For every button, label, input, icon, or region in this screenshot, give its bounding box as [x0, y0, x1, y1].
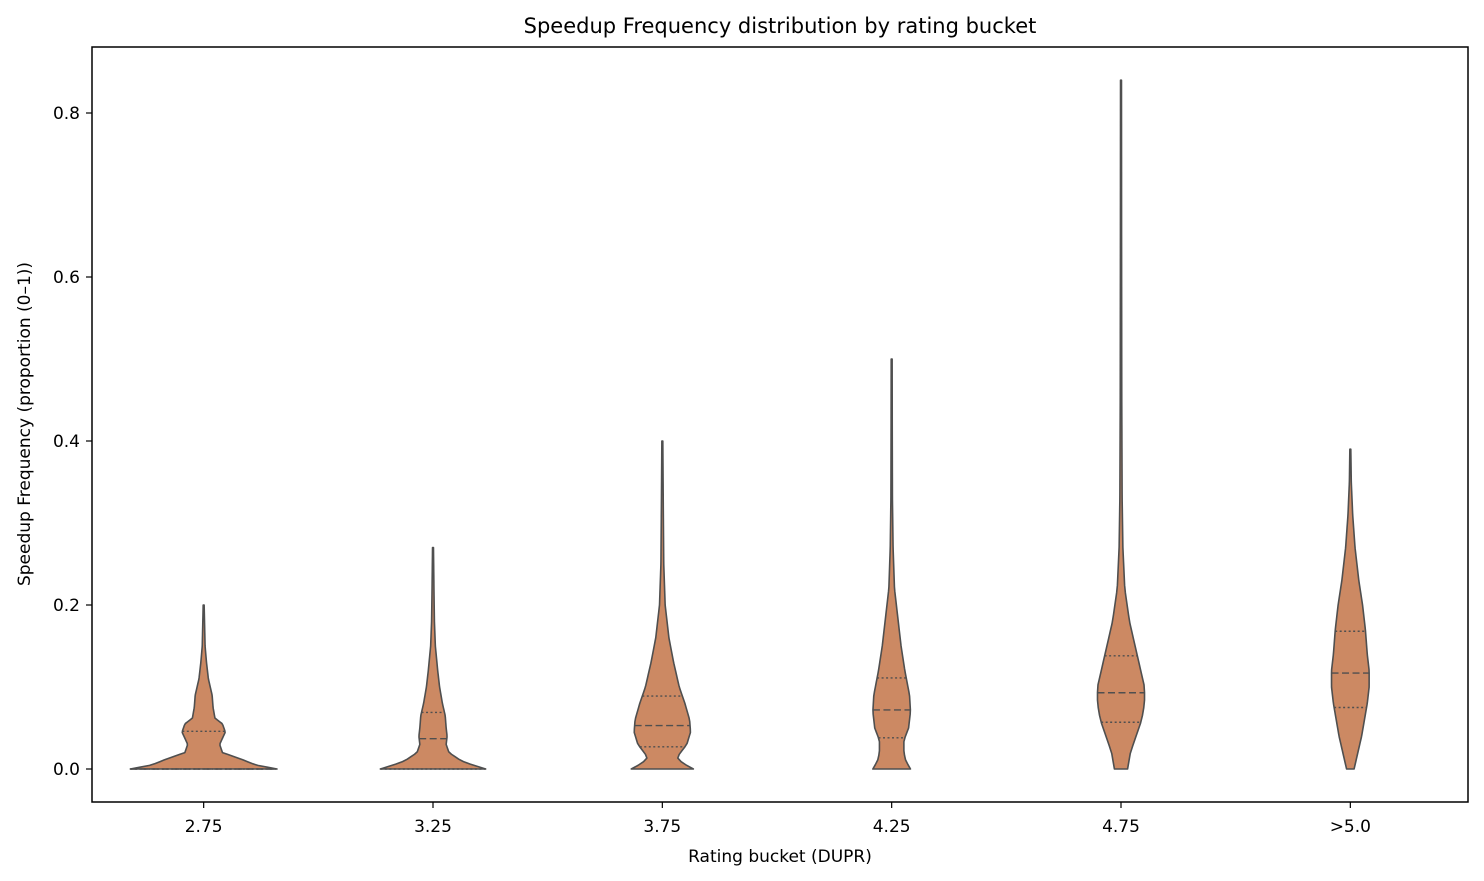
violin-group — [129, 79, 1370, 770]
x-tick-label: 3.75 — [643, 817, 681, 837]
y-tick-label: 0.8 — [53, 104, 80, 124]
y-tick-label: 0.6 — [53, 268, 80, 288]
x-tick-label: 3.25 — [414, 817, 452, 837]
violin-body — [1096, 79, 1146, 770]
x-tick-label: 4.25 — [873, 817, 911, 837]
y-axis: 0.0 0.2 0.4 0.6 0.8 — [53, 104, 92, 780]
violin-body — [872, 358, 912, 770]
chart-title: Speedup Frequency distribution by rating… — [524, 14, 1037, 38]
y-tick-label: 0.4 — [53, 432, 80, 452]
violin-body — [129, 604, 278, 770]
x-tick-label: 2.75 — [185, 817, 223, 837]
y-tick-label: 0.2 — [53, 596, 80, 616]
plot-frame — [91, 46, 1469, 803]
violin-body — [630, 440, 695, 770]
x-axis-label: Rating bucket (DUPR) — [688, 847, 872, 867]
violin-body — [1330, 448, 1370, 770]
y-tick-label: 0.0 — [53, 760, 80, 780]
violin-body — [379, 546, 487, 770]
x-axis: 2.75 3.25 3.75 4.25 4.75 >5.0 — [185, 802, 1371, 837]
x-tick-label: >5.0 — [1330, 817, 1371, 837]
x-tick-label: 4.75 — [1102, 817, 1140, 837]
y-axis-label: Speedup Frequency (proportion (0–1)) — [15, 262, 35, 586]
